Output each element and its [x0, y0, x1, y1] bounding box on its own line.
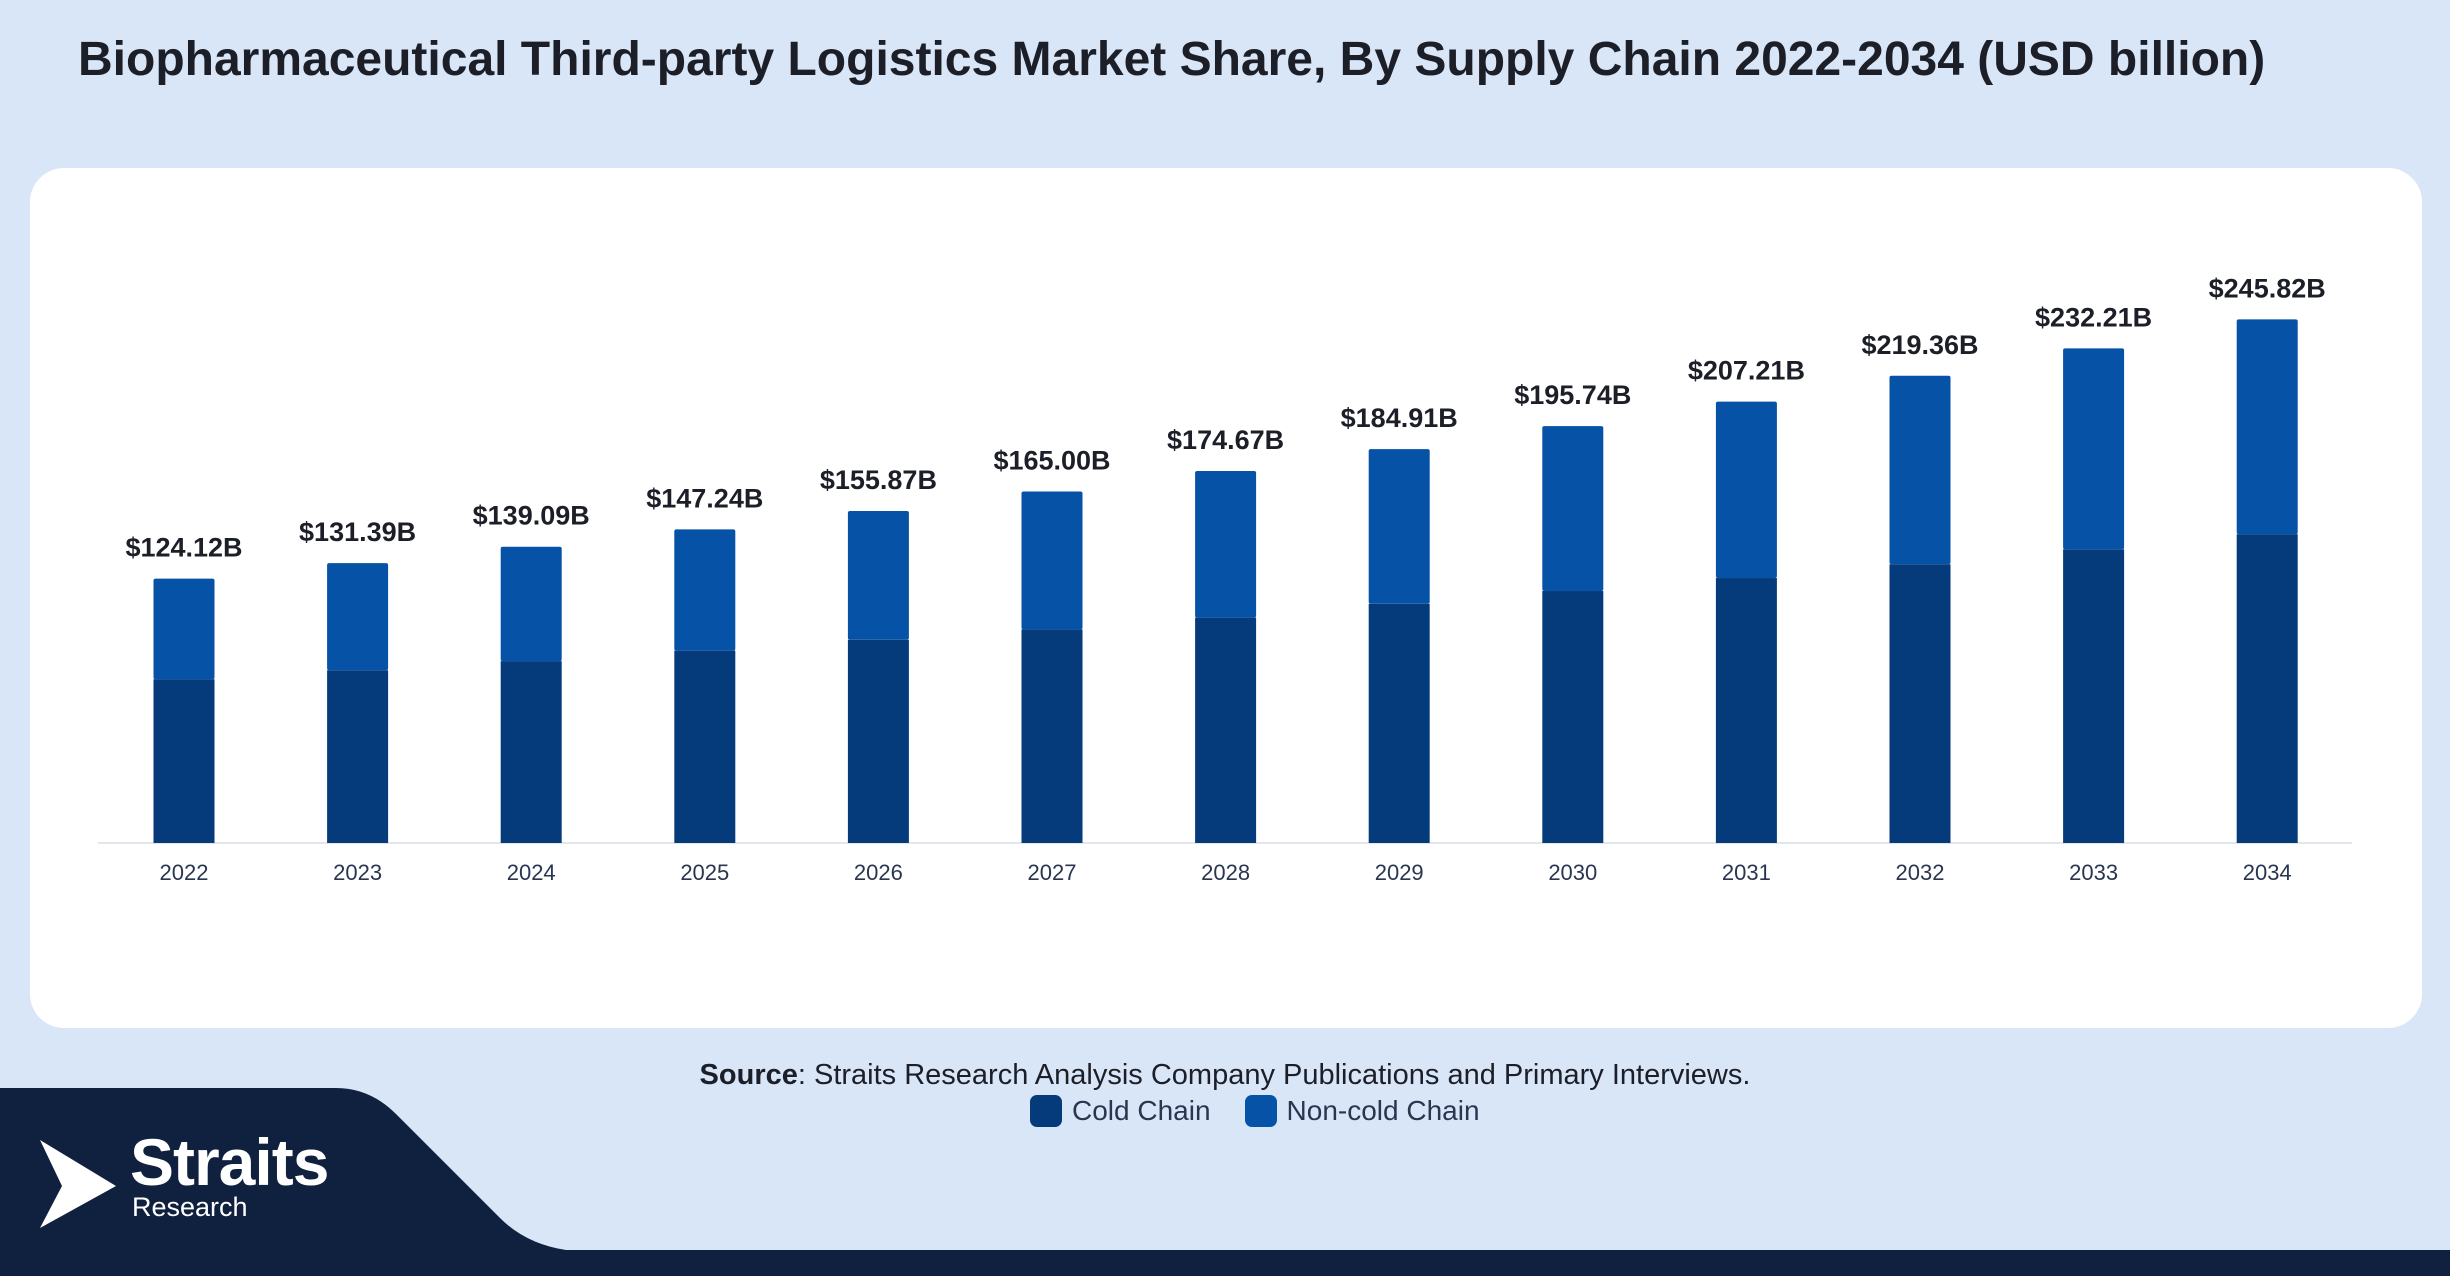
legend-item-cold-chain[interactable]: Cold Chain [1030, 1095, 1211, 1127]
source-text: : Straits Research Analysis Company Publ… [797, 1059, 1751, 1091]
legend-item-non-cold-chain[interactable]: Non-cold Chain [1244, 1095, 1480, 1127]
bar-cold-chain-2024[interactable] [500, 661, 562, 843]
total-label-2028: $174.67B [1167, 425, 1284, 455]
total-label-2024: $139.09B [473, 501, 590, 531]
bar-cold-chain-2032[interactable] [1889, 564, 1951, 843]
logo-subtitle: Research [132, 1192, 248, 1222]
chart-legend: Cold Chain Non-cold Chain [1030, 1093, 1480, 1129]
x-tick-label-2026: 2026 [854, 860, 903, 885]
x-tick-label-2034: 2034 [2243, 860, 2292, 885]
bar-non-cold-chain-2033[interactable] [2063, 348, 2125, 550]
bar-non-cold-chain-2026[interactable] [847, 510, 909, 640]
x-tick-label-2033: 2033 [2069, 860, 2118, 885]
page-title: Biopharmaceutical Third-party Logistics … [78, 33, 2266, 86]
bar-cold-chain-2022[interactable] [153, 679, 215, 843]
legend-label-non-cold-chain: Non-cold Chain [1286, 1095, 1480, 1126]
bar-cold-chain-2033[interactable] [2063, 549, 2125, 843]
total-label-2031: $207.21B [1688, 356, 1805, 386]
bar-non-cold-chain-2025[interactable] [674, 529, 736, 651]
bar-cold-chain-2023[interactable] [327, 670, 389, 843]
bar-non-cold-chain-2031[interactable] [1715, 401, 1777, 579]
total-label-2029: $184.91B [1341, 403, 1458, 433]
logo-name: Straits [130, 1125, 329, 1199]
total-label-2026: $155.87B [820, 465, 937, 495]
x-tick-label-2022: 2022 [160, 860, 209, 885]
bar-non-cold-chain-2022[interactable] [153, 578, 215, 680]
bar-non-cold-chain-2028[interactable] [1195, 470, 1257, 618]
x-tick-label-2030: 2030 [1548, 860, 1597, 885]
bar-cold-chain-2034[interactable] [2236, 534, 2298, 843]
bar-cold-chain-2029[interactable] [1368, 603, 1430, 843]
total-label-2033: $232.21B [2035, 302, 2152, 332]
legend-swatch-non-cold-chain [1244, 1095, 1277, 1127]
bar-non-cold-chain-2027[interactable] [1021, 491, 1083, 630]
chart-card: $124.12B 2022 $131.39B 2023 $139.09B 2024 $147… [30, 168, 2422, 1127]
total-label-2034: $245.82B [2209, 273, 2326, 303]
bars-layer [153, 319, 2298, 843]
source-label: Source [699, 1059, 798, 1091]
bar-non-cold-chain-2030[interactable] [1542, 426, 1604, 592]
logo-arrow-icon [40, 1140, 116, 1228]
x-tick-label-2027: 2027 [1028, 860, 1077, 885]
straits-research-logo: Straits Research [36, 1125, 356, 1238]
legend-swatch-cold-chain [1030, 1095, 1062, 1127]
bar-cold-chain-2027[interactable] [1021, 629, 1083, 843]
bar-chart: $124.12B 2022 $131.39B 2023 $139.09B 2024 $147… [98, 273, 2352, 885]
x-tick-label-2028: 2028 [1201, 860, 1250, 885]
x-tick-label-2029: 2029 [1375, 860, 1424, 885]
x-tick-label-2024: 2024 [507, 860, 556, 885]
x-tick-label-2025: 2025 [680, 860, 729, 885]
x-tick-label-2032: 2032 [1896, 860, 1945, 885]
bar-cold-chain-2031[interactable] [1715, 578, 1777, 843]
bar-non-cold-chain-2034[interactable] [2236, 319, 2298, 535]
bar-non-cold-chain-2023[interactable] [327, 563, 389, 671]
bar-non-cold-chain-2029[interactable] [1368, 449, 1430, 604]
legend-label-cold-chain: Cold Chain [1072, 1095, 1211, 1126]
bar-cold-chain-2028[interactable] [1195, 617, 1257, 843]
bar-cold-chain-2030[interactable] [1542, 591, 1604, 843]
bar-non-cold-chain-2024[interactable] [500, 546, 562, 662]
bar-cold-chain-2025[interactable] [674, 650, 736, 843]
x-tick-label-2031: 2031 [1722, 860, 1771, 885]
total-label-2032: $219.36B [1861, 330, 1978, 360]
total-label-2027: $165.00B [993, 446, 1110, 476]
source-note: Source: Straits Research Analysis Compan… [0, 1059, 2450, 1092]
total-label-2030: $195.74B [1514, 380, 1631, 410]
x-tick-label-2023: 2023 [333, 860, 382, 885]
total-label-2025: $147.24B [646, 483, 763, 513]
labels-layer: $124.12B 2022 $131.39B 2023 $139.09B 2024 $147… [125, 273, 2325, 885]
bar-non-cold-chain-2032[interactable] [1889, 375, 1951, 565]
total-label-2023: $131.39B [299, 517, 416, 547]
total-label-2022: $124.12B [125, 533, 242, 563]
bar-cold-chain-2026[interactable] [847, 639, 909, 843]
